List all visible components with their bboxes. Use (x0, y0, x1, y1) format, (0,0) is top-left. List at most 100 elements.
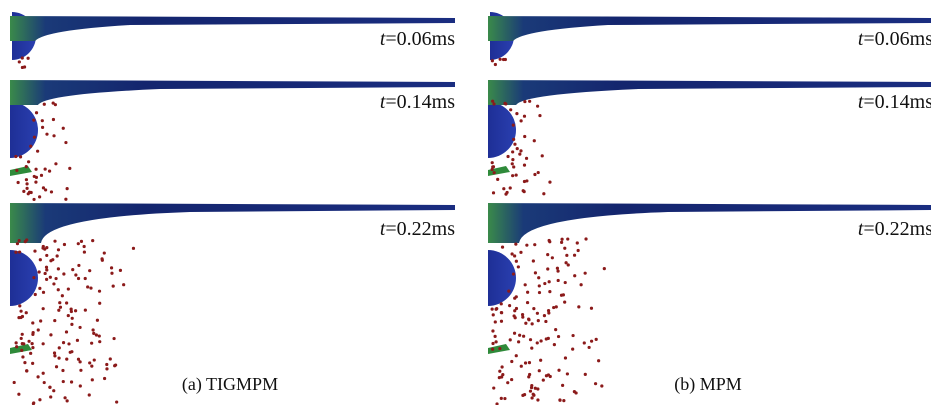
particle (491, 100, 494, 103)
particle (34, 168, 37, 171)
particle (498, 347, 501, 350)
particle (24, 240, 27, 243)
particle (25, 187, 28, 190)
particle (580, 283, 583, 286)
particle (548, 280, 551, 283)
particle (62, 272, 65, 275)
particle (496, 178, 499, 181)
particle (517, 340, 520, 343)
figure: t=0.06mst=0.14mst=0.22ms(a) TIGMPMt=0.06… (0, 0, 931, 405)
particle (542, 192, 545, 195)
particle (52, 134, 55, 137)
particle (522, 189, 525, 192)
particle (530, 347, 533, 350)
particle (54, 103, 57, 106)
particle (54, 277, 57, 280)
particle (577, 305, 580, 308)
particle (70, 310, 73, 313)
particle (98, 334, 101, 337)
particle (588, 346, 591, 349)
particle (515, 260, 518, 263)
particle (526, 301, 529, 304)
particle (66, 399, 69, 402)
particle (532, 259, 535, 262)
particle (77, 277, 80, 280)
particle (562, 293, 565, 296)
particle (522, 335, 525, 338)
particle (518, 153, 521, 156)
particle (510, 378, 513, 381)
particle (77, 242, 80, 245)
particle (25, 369, 28, 372)
particle (110, 272, 113, 275)
particle (59, 306, 62, 309)
particle (88, 269, 91, 272)
particle (584, 373, 587, 376)
particle (554, 328, 557, 331)
particle (491, 329, 494, 332)
particle (524, 361, 527, 364)
particle (91, 239, 94, 242)
particle (541, 154, 544, 157)
particle (29, 145, 32, 148)
time-label: t=0.06ms (858, 28, 931, 50)
time-value: =0.06ms (385, 28, 455, 50)
particle (44, 188, 47, 191)
particle (54, 162, 57, 165)
particle (25, 178, 28, 181)
frame: t=0.06ms (488, 12, 931, 66)
particle (510, 360, 513, 363)
particle (112, 284, 115, 287)
particle (44, 272, 47, 275)
particle (57, 248, 60, 251)
particle (508, 304, 511, 307)
particle (539, 359, 542, 362)
particle (45, 266, 48, 269)
particle (57, 309, 60, 312)
particle (53, 240, 56, 243)
particle (32, 276, 35, 279)
particle (512, 138, 515, 141)
particle (563, 301, 566, 304)
particle (31, 321, 34, 324)
particle (533, 139, 536, 142)
particle (557, 369, 560, 372)
projectile (488, 250, 516, 306)
particle (36, 150, 39, 153)
particle (495, 340, 498, 343)
particle (511, 158, 514, 161)
particle (529, 338, 532, 341)
particle (23, 361, 26, 364)
particle (500, 302, 503, 305)
particle (101, 259, 104, 262)
particle (543, 282, 546, 285)
particle (563, 247, 566, 250)
particle (18, 60, 21, 63)
frame: t=0.14ms (10, 80, 455, 201)
particle (534, 271, 537, 274)
particle (70, 323, 73, 326)
particle (39, 258, 42, 261)
particle (109, 357, 112, 360)
particle (525, 179, 528, 182)
particle (502, 58, 505, 61)
particle (25, 165, 28, 168)
particle (573, 390, 576, 393)
particle (78, 326, 81, 329)
particle (533, 173, 536, 176)
particle (560, 241, 563, 244)
particle (62, 127, 65, 130)
particle (17, 181, 20, 184)
particle (105, 363, 108, 366)
particle (537, 171, 540, 174)
particle (19, 310, 22, 313)
particle (20, 337, 23, 340)
particle (513, 297, 516, 300)
particle (76, 339, 79, 342)
time-value: =0.22ms (385, 218, 455, 240)
particle (521, 394, 524, 397)
particle (20, 349, 23, 352)
particle (560, 238, 563, 241)
particle (21, 56, 24, 59)
particle (64, 198, 67, 201)
